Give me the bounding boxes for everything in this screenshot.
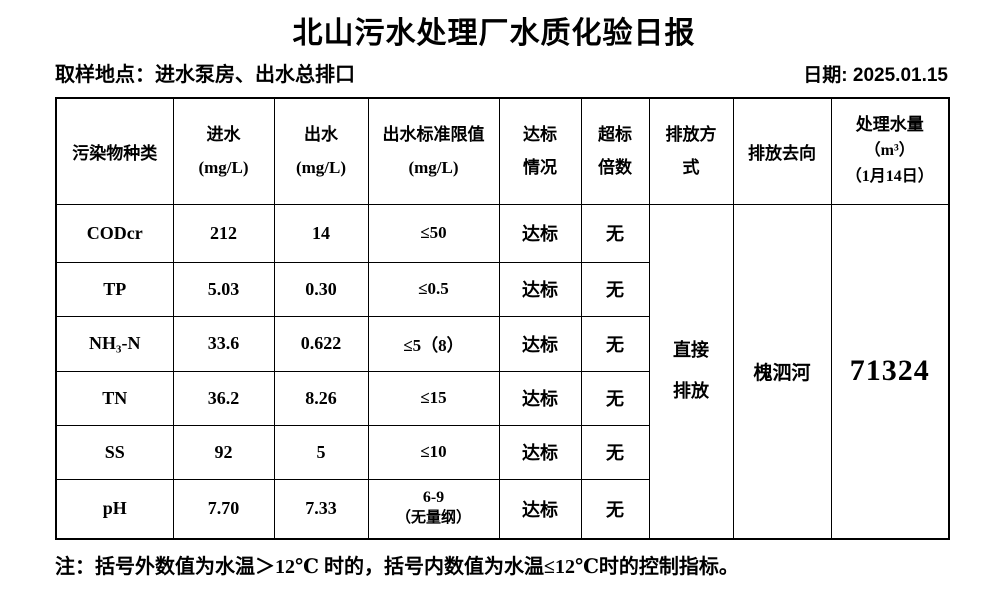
pollutant-cell: TP bbox=[55, 261, 174, 317]
table-row-nh3n: NH₃-N 33.6 0.622 ≤5（8） 达标 无 bbox=[55, 315, 949, 372]
table-row-tn: TN 36.2 8.26 ≤15 达标 无 bbox=[55, 370, 949, 426]
table-row-tp: TP 5.03 0.30 ≤0.5 达标 无 bbox=[55, 261, 949, 317]
compliance-status: 达标 bbox=[498, 315, 582, 372]
exceedance-value: 无 bbox=[580, 478, 650, 540]
effluent-value: 7.33 bbox=[273, 478, 369, 540]
col-header-pollutant-label: 污染物种类 bbox=[72, 143, 158, 163]
exceedance-value: 无 bbox=[580, 261, 650, 317]
col-header-effluent: 出水 (mg/L) bbox=[273, 97, 369, 205]
col-header-discharge-mode: 排放方 式 bbox=[648, 97, 734, 205]
effluent-value: 14 bbox=[273, 203, 369, 263]
influent-value: 33.6 bbox=[172, 315, 275, 372]
treated-volume-value: 71324 bbox=[830, 203, 950, 540]
compliance-status: 达标 bbox=[498, 424, 582, 480]
report-date-label: 日期: 2025.01.15 bbox=[803, 65, 948, 86]
influent-value: 212 bbox=[172, 203, 275, 263]
influent-value: 7.70 bbox=[172, 478, 275, 540]
footnote: 注：括号外数值为水温＞12℃ 时的，括号内数值为水温≤12℃时的控制指标。 bbox=[55, 556, 739, 578]
pollutant-cell: TN bbox=[55, 370, 174, 426]
col-header-limit: 出水标准限值 (mg/L) bbox=[367, 97, 500, 205]
limit-value: ≤50 bbox=[367, 203, 500, 263]
influent-value: 92 bbox=[172, 424, 275, 480]
col-header-discharge-to: 排放去向 bbox=[732, 97, 832, 205]
limit-value: 6-9 （无量纲） bbox=[367, 478, 500, 540]
effluent-value: 8.26 bbox=[273, 370, 369, 426]
pollutant-cell: pH bbox=[55, 478, 174, 540]
compliance-status: 达标 bbox=[498, 478, 582, 540]
discharge-mode-cell: 直接 排放 bbox=[648, 203, 734, 540]
page-title: 北山污水处理厂水质化验日报 bbox=[292, 17, 696, 50]
effluent-value: 5 bbox=[273, 424, 369, 480]
limit-value: ≤0.5 bbox=[367, 261, 500, 317]
compliance-status: 达标 bbox=[498, 370, 582, 426]
table-row-ph: pH 7.70 7.33 6-9 （无量纲） 达标 无 bbox=[55, 478, 949, 540]
table-row-codcr: CODcr 212 14 ≤50 达标 无 直接 排放 槐泗河 71324 bbox=[55, 203, 950, 540]
limit-value: ≤5（8） bbox=[367, 315, 500, 372]
sampling-location-label: 取样地点：进水泵房、出水总排口 bbox=[55, 64, 355, 86]
compliance-status: 达标 bbox=[498, 261, 582, 317]
limit-value: ≤15 bbox=[367, 370, 500, 426]
pollutant-cell: CODcr bbox=[55, 203, 174, 263]
discharge-destination-cell: 槐泗河 bbox=[732, 203, 832, 540]
effluent-value: 0.622 bbox=[273, 315, 369, 372]
col-header-pollutant: 污染物种类 bbox=[55, 97, 174, 205]
col-header-exceedance: 超标 倍数 bbox=[580, 97, 650, 205]
influent-value: 36.2 bbox=[172, 370, 275, 426]
exceedance-value: 无 bbox=[580, 203, 650, 263]
limit-value: ≤10 bbox=[367, 424, 500, 480]
water-quality-table: 污染物种类 进水 (mg/L) 出水 (mg/L) 出水标准限值 (mg/L) … bbox=[55, 97, 950, 540]
pollutant-cell: SS bbox=[55, 424, 174, 480]
exceedance-value: 无 bbox=[580, 370, 650, 426]
table-row-ss: SS 92 5 ≤10 达标 无 bbox=[55, 424, 949, 480]
influent-value: 5.03 bbox=[172, 261, 275, 317]
pollutant-cell: NH₃-N bbox=[55, 315, 174, 372]
exceedance-value: 无 bbox=[580, 424, 650, 480]
effluent-value: 0.30 bbox=[273, 261, 369, 317]
meta-row: 取样地点：进水泵房、出水总排口 日期: 2025.01.15 bbox=[55, 58, 948, 87]
col-header-influent: 进水 (mg/L) bbox=[172, 97, 275, 205]
col-header-volume: 处理水量 （m³） （1月14日） bbox=[830, 97, 950, 205]
col-header-compliance: 达标 情况 bbox=[498, 97, 582, 205]
compliance-status: 达标 bbox=[498, 203, 582, 263]
exceedance-value: 无 bbox=[580, 315, 650, 372]
header-row: 污染物种类 进水 (mg/L) 出水 (mg/L) 出水标准限值 (mg/L) … bbox=[55, 97, 950, 205]
